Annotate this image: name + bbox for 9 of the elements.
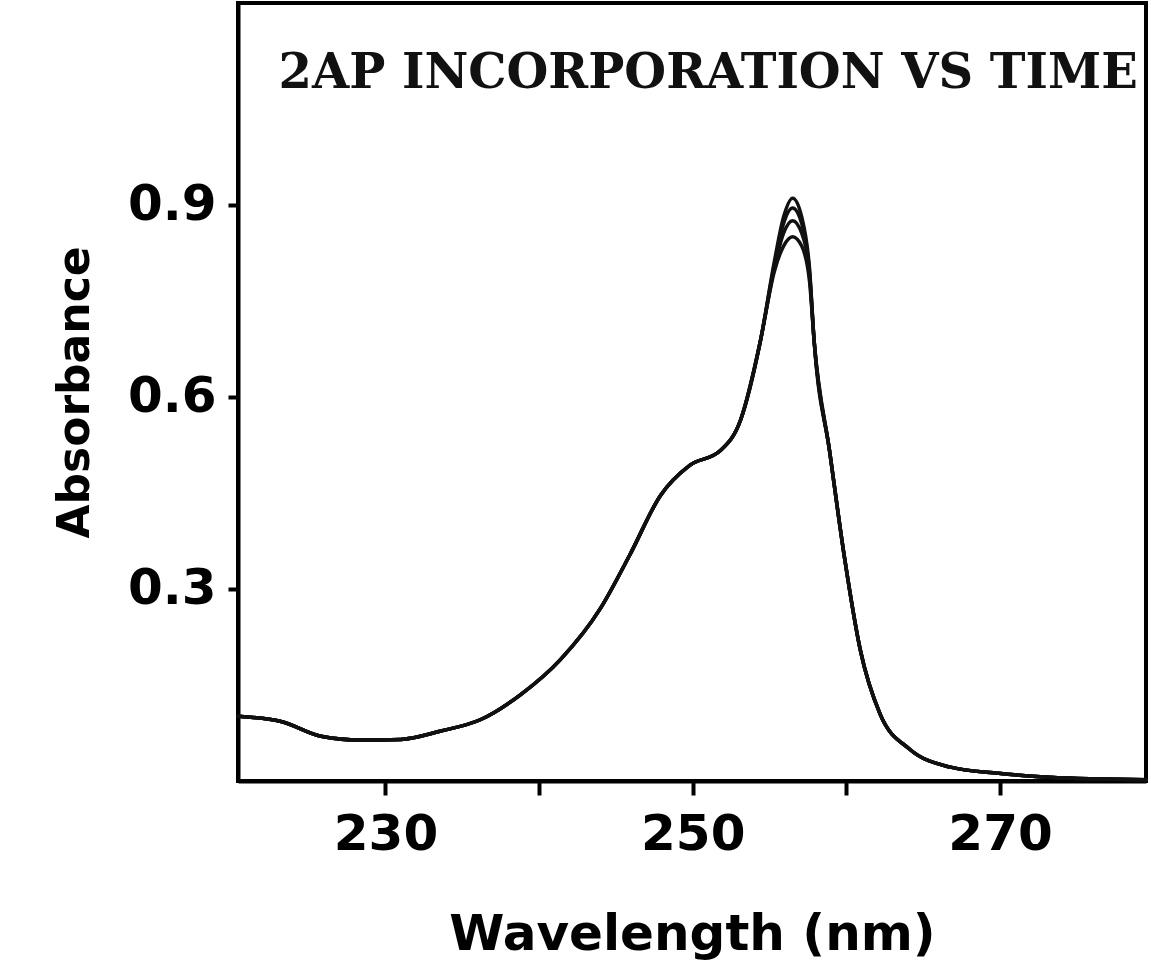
x-tick-label: 250: [641, 803, 746, 862]
y-tick-label: 0.9: [127, 174, 217, 233]
y-tick-label: 0.6: [127, 366, 217, 425]
y-axis-title: Absorbance: [47, 246, 99, 539]
text: 2AP INCORPORATION VS TIME: [278, 43, 1138, 99]
x-tick-label: 230: [333, 803, 439, 862]
x-axis-title: Wavelength (nm): [449, 903, 936, 962]
y-tick-label: 0.3: [127, 558, 217, 617]
x-tick-label: 270: [948, 803, 1053, 862]
